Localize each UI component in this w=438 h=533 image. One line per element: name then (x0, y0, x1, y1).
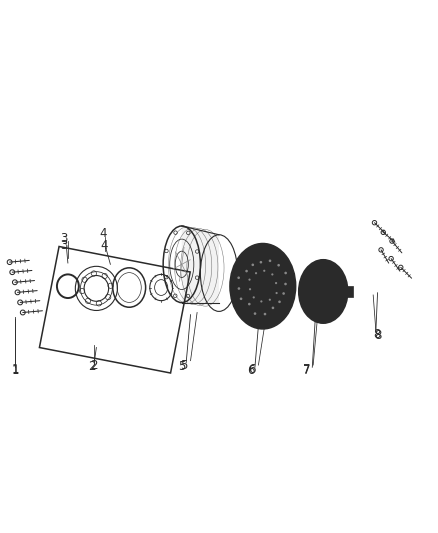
Text: 3: 3 (60, 231, 67, 245)
Circle shape (283, 292, 285, 295)
Circle shape (245, 270, 248, 272)
Circle shape (264, 313, 266, 316)
Circle shape (260, 300, 262, 303)
Ellipse shape (254, 275, 272, 297)
Circle shape (275, 282, 277, 284)
Circle shape (263, 270, 265, 272)
Text: 3: 3 (60, 239, 67, 252)
Circle shape (253, 296, 255, 298)
Circle shape (277, 264, 280, 266)
Circle shape (248, 279, 251, 281)
Ellipse shape (310, 274, 336, 309)
Text: 2: 2 (88, 360, 96, 373)
Circle shape (248, 303, 251, 305)
Circle shape (272, 306, 274, 309)
Circle shape (251, 263, 254, 266)
Circle shape (276, 292, 278, 294)
Bar (343, 286, 353, 297)
Ellipse shape (230, 244, 296, 329)
Circle shape (255, 272, 257, 274)
Text: 6: 6 (247, 364, 254, 377)
Text: 2: 2 (90, 359, 98, 372)
Text: 1: 1 (11, 364, 19, 377)
Circle shape (278, 301, 281, 303)
Circle shape (249, 288, 251, 290)
Circle shape (271, 273, 273, 276)
Ellipse shape (317, 283, 330, 300)
Text: 5: 5 (180, 359, 187, 372)
Polygon shape (182, 226, 219, 303)
Circle shape (237, 277, 240, 279)
Circle shape (240, 297, 242, 300)
Circle shape (269, 298, 271, 301)
Circle shape (284, 272, 287, 274)
Circle shape (254, 312, 256, 315)
Circle shape (284, 282, 287, 285)
Text: 7: 7 (303, 363, 311, 376)
Text: 8: 8 (374, 329, 381, 342)
Circle shape (237, 287, 240, 290)
Text: 5: 5 (178, 360, 185, 373)
Text: 4: 4 (100, 239, 108, 252)
Circle shape (268, 260, 271, 262)
Text: 8: 8 (373, 328, 380, 341)
Ellipse shape (304, 265, 343, 317)
Text: 1: 1 (11, 363, 19, 376)
Ellipse shape (299, 260, 348, 323)
Circle shape (260, 261, 262, 263)
Text: 7: 7 (303, 364, 311, 377)
Text: 4: 4 (99, 227, 107, 240)
Text: 6: 6 (248, 363, 256, 376)
